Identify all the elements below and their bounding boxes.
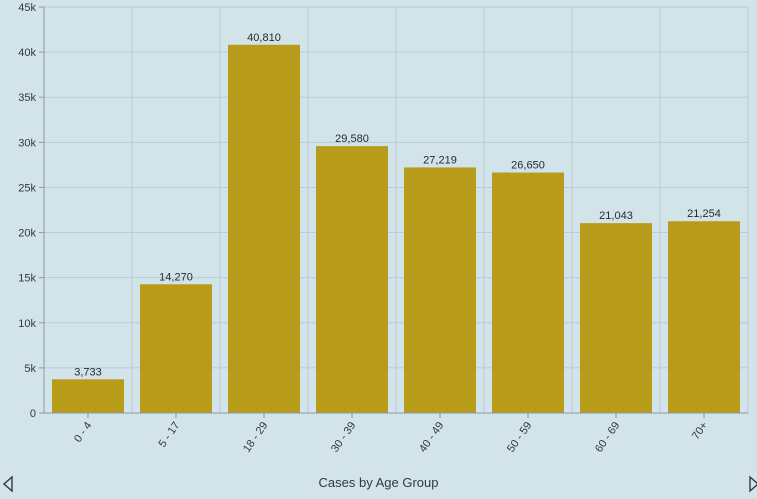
y-tick-label: 20k <box>18 228 36 240</box>
bar <box>316 146 388 413</box>
bars <box>52 44 740 414</box>
y-tick-label: 0 <box>30 408 36 420</box>
data-label: 14,270 <box>159 271 193 283</box>
bar <box>140 284 212 413</box>
x-tick-label: 50 - 59 <box>505 420 534 455</box>
y-tick-label: 40k <box>18 47 36 59</box>
x-tick-label: 5 - 17 <box>156 420 182 450</box>
data-label: 27,219 <box>423 154 457 166</box>
y-tick-label: 45k <box>18 2 36 14</box>
bar <box>52 379 124 413</box>
y-tick-label: 5k <box>24 363 36 375</box>
grid-lines <box>39 6 749 414</box>
x-tick-label: 40 - 49 <box>417 420 446 455</box>
bar <box>668 221 740 413</box>
x-tick-label: 60 - 69 <box>593 420 622 455</box>
x-tick-label: 18 - 29 <box>241 420 270 455</box>
triangle-left-icon[interactable] <box>2 475 14 493</box>
y-tick-label: 15k <box>18 273 36 285</box>
y-tick-label: 35k <box>18 92 36 104</box>
x-tick-label: 70+ <box>690 420 711 442</box>
bar <box>580 223 652 413</box>
x-tick-label: 30 - 39 <box>329 420 358 455</box>
bar-chart: 0 5k 10k 15k 20k 25k 30k 35k 40k 45k 0 - 4 5 - 17 1… <box>18 2 749 455</box>
data-label: 21,043 <box>599 210 633 222</box>
bar <box>492 172 564 413</box>
data-label: 29,580 <box>335 133 369 145</box>
x-axis-title: Cases by Age Group <box>318 475 439 490</box>
y-tick-label: 25k <box>18 182 36 194</box>
data-labels: 3,733 14,270 40,810 29,580 27,219 26,650 21,04… <box>74 32 721 379</box>
data-label: 40,810 <box>247 32 281 44</box>
y-tick-label: 30k <box>18 137 36 149</box>
x-tick-label: 0 - 4 <box>72 420 94 445</box>
y-tick-label: 10k <box>18 318 36 330</box>
data-label: 3,733 <box>74 366 102 378</box>
data-label: 26,650 <box>511 160 545 172</box>
chart-footer: Cases by Age Group <box>0 472 757 496</box>
x-axis-tick-labels: 0 - 4 5 - 17 18 - 29 30 - 39 40 - 49 50 - 59 6… <box>72 420 710 455</box>
triangle-right-icon[interactable] <box>748 475 757 493</box>
data-label: 21,254 <box>687 208 721 220</box>
y-axis-tick-labels: 0 5k 10k 15k 20k 25k 30k 35k 40k 45k <box>18 2 36 420</box>
bar <box>404 167 476 413</box>
axes <box>43 7 748 418</box>
bar <box>228 44 300 414</box>
